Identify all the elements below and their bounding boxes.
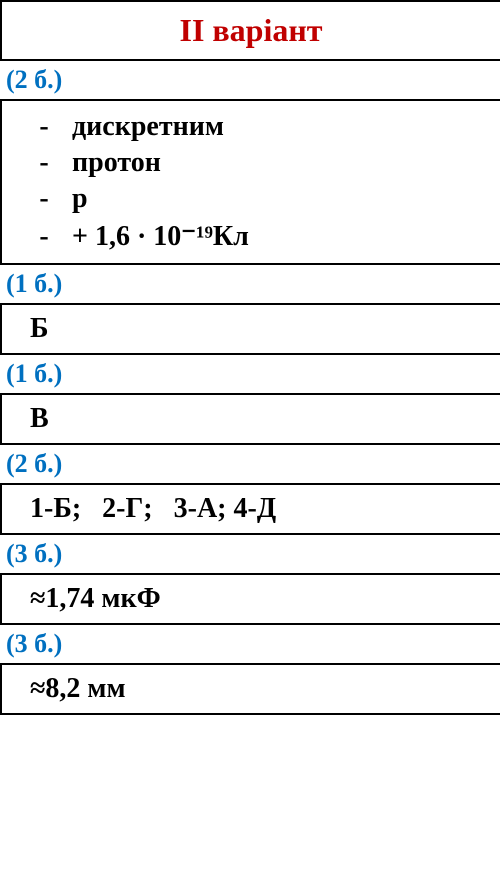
bullet-item: - p <box>16 181 488 217</box>
points-label: (3 б.) <box>0 535 500 573</box>
answer-text: Б <box>30 313 49 344</box>
bullet-item: - + 1,6 · 10⁻¹⁹Кл <box>16 217 488 255</box>
variant-header: II варіант <box>0 0 500 61</box>
points-label: (2 б.) <box>0 445 500 483</box>
bullet-item: - дискретним <box>16 109 488 145</box>
bullet-dash: - <box>16 183 72 215</box>
answer-box: ≈1,74 мкФ <box>0 573 500 625</box>
points-label: (2 б.) <box>0 61 500 99</box>
bullet-text: + 1,6 · 10⁻¹⁹Кл <box>72 219 488 253</box>
answer-box: Б <box>0 303 500 355</box>
variant-title: II варіант <box>179 12 322 48</box>
bullet-text: p <box>72 183 488 215</box>
answer-box: ≈8,2 мм <box>0 663 500 715</box>
points-label: (1 б.) <box>0 265 500 303</box>
answer-box-bullets: - дискретним - протон - p - + 1,6 · 10⁻¹… <box>0 99 500 265</box>
bullet-dash: - <box>16 221 72 253</box>
bullet-text: дискретним <box>72 111 488 143</box>
answer-box: 1-Б; 2-Г; 3-А; 4-Д <box>0 483 500 535</box>
bullet-dash: - <box>16 147 72 179</box>
answer-text: 1-Б; 2-Г; 3-А; 4-Д <box>30 493 276 524</box>
answer-text: В <box>30 403 49 434</box>
bullet-item: - протон <box>16 145 488 181</box>
points-label: (3 б.) <box>0 625 500 663</box>
answer-box: В <box>0 393 500 445</box>
points-label: (1 б.) <box>0 355 500 393</box>
answer-text: ≈8,2 мм <box>30 673 126 704</box>
bullet-text: протон <box>72 147 488 179</box>
bullet-dash: - <box>16 111 72 143</box>
answer-text: ≈1,74 мкФ <box>30 583 161 614</box>
